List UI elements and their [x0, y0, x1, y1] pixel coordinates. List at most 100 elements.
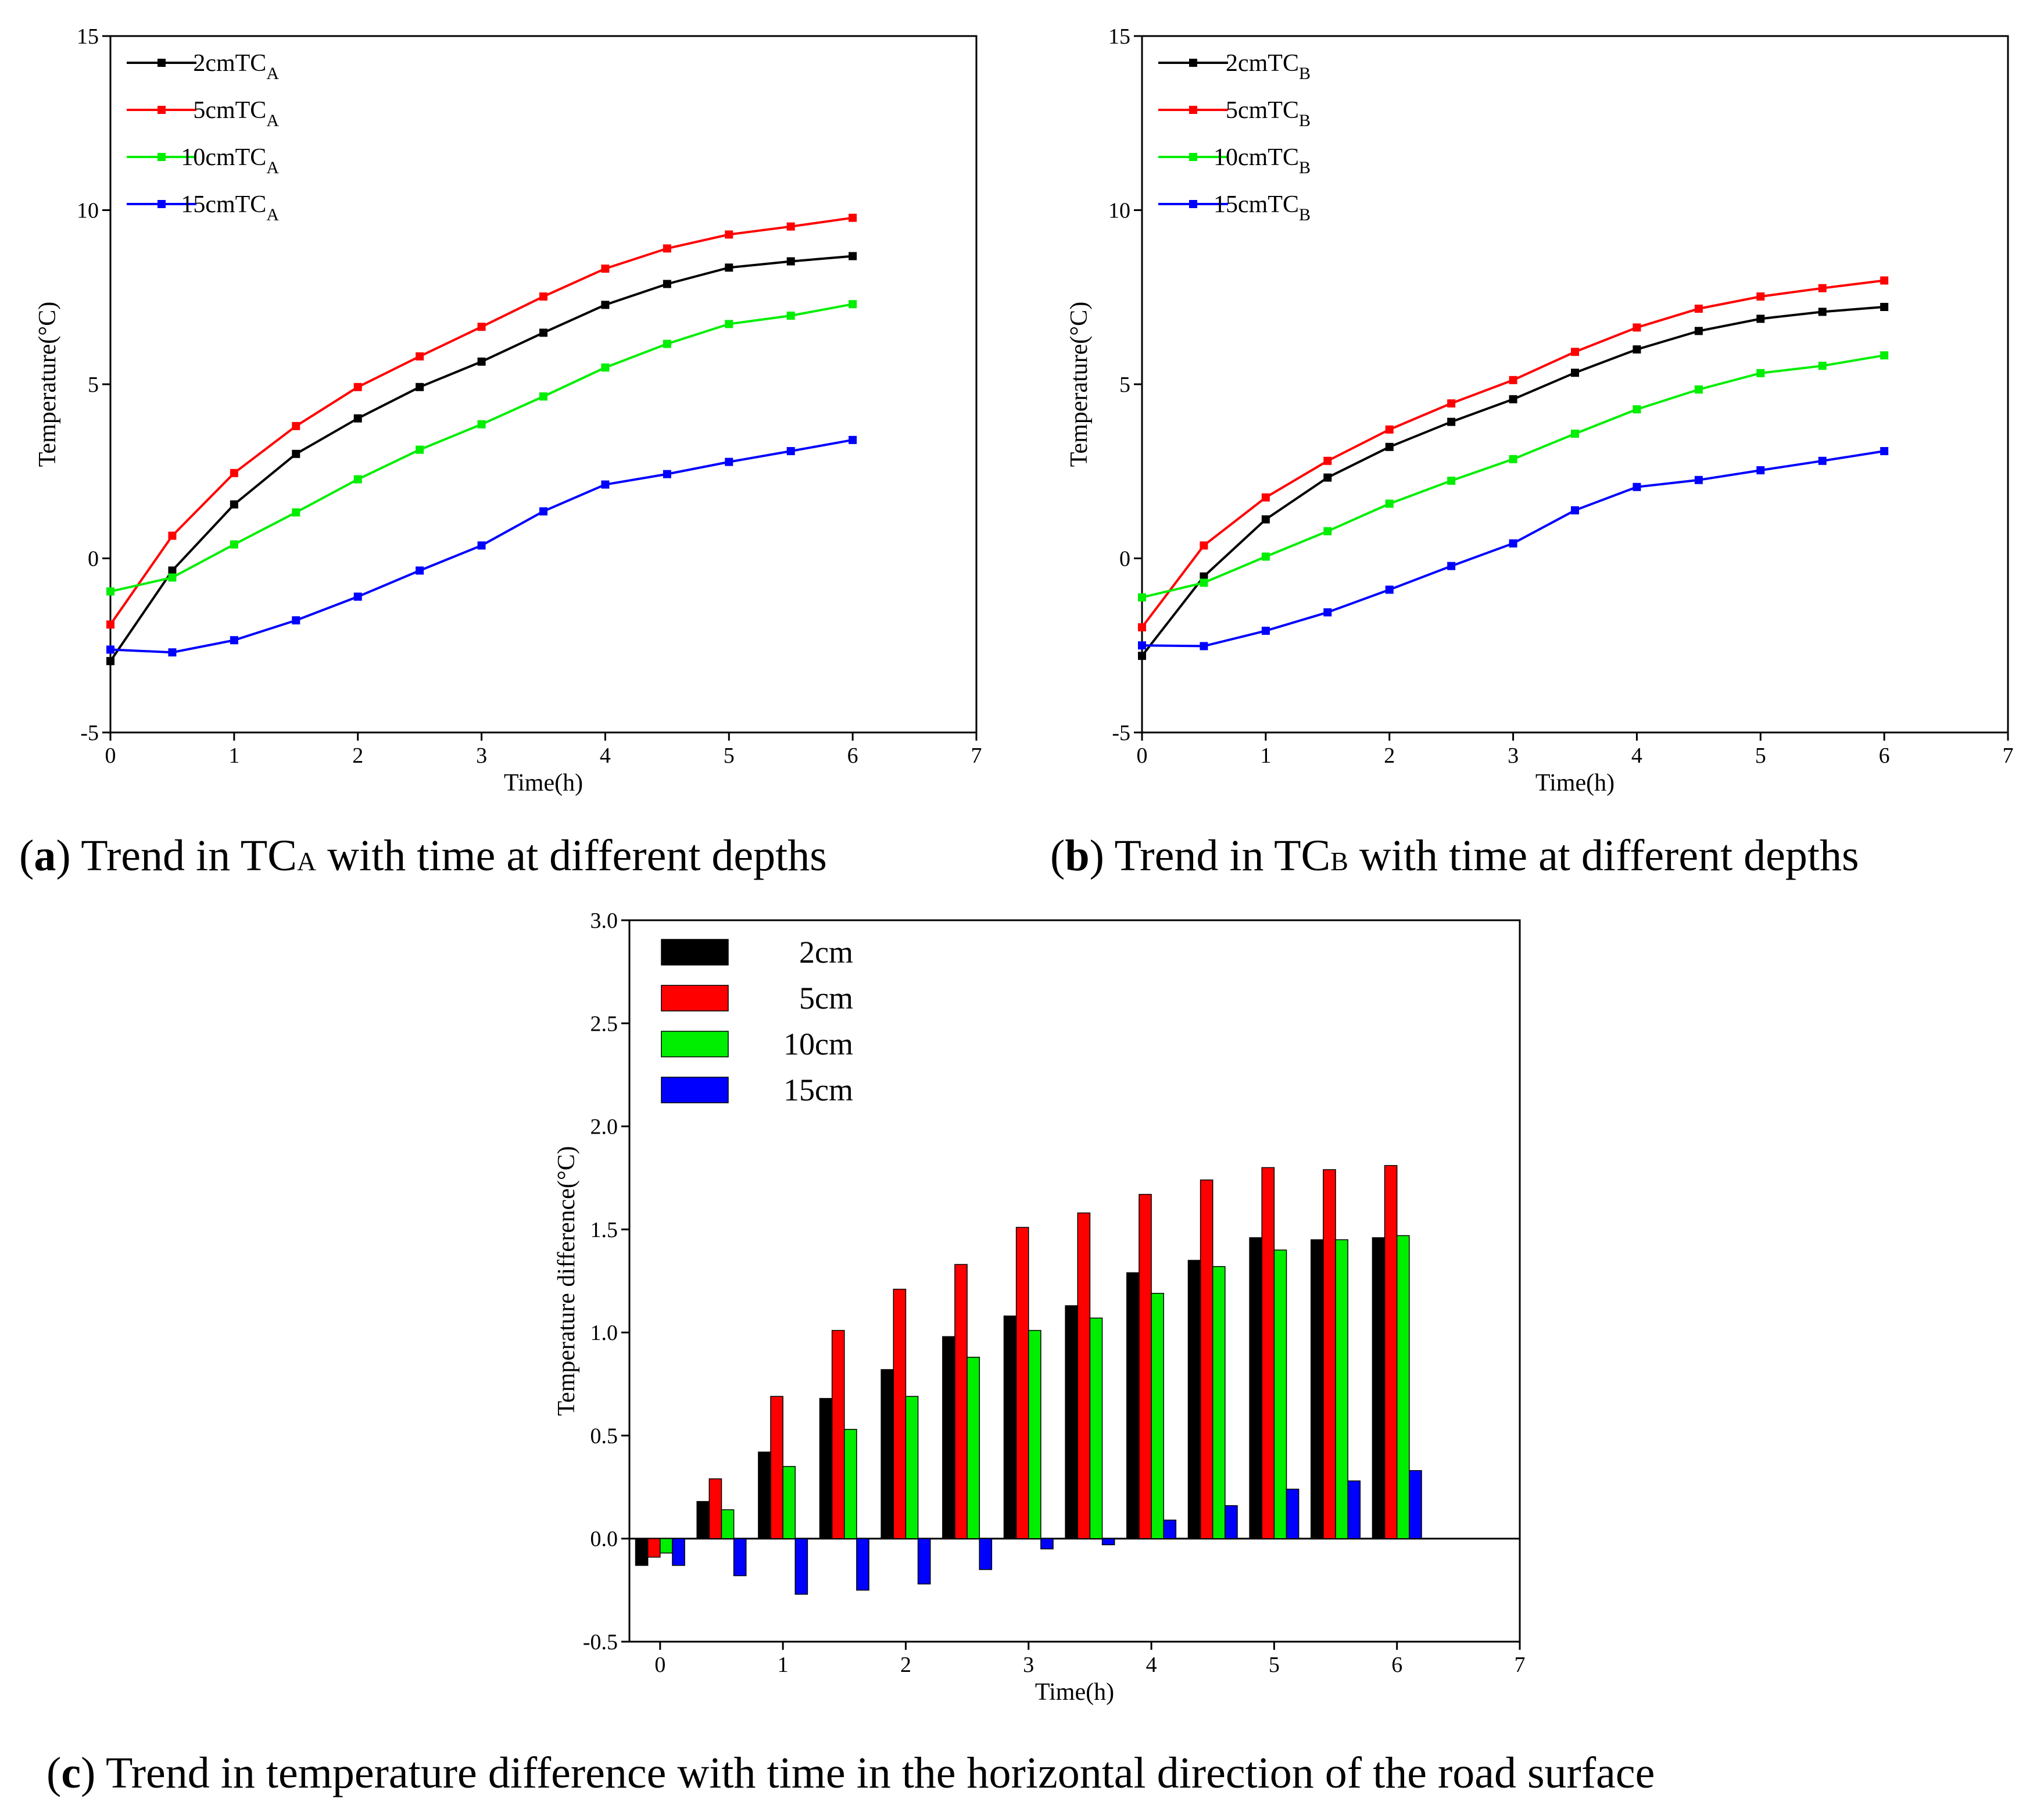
data-point [1694, 327, 1703, 335]
caption-part: ( [1050, 831, 1065, 880]
data-point [416, 566, 424, 575]
legend-marker [1189, 200, 1197, 208]
data-point [1323, 473, 1332, 482]
caption: (a) Trend in TCA with time at different … [19, 831, 827, 880]
data-point [416, 445, 424, 454]
x-tick-label: 0 [1137, 744, 1148, 768]
y-tick-label: 2.0 [590, 1115, 618, 1139]
data-point [230, 540, 238, 549]
series-5cmTCA [106, 213, 857, 629]
x-tick-label: 5 [1269, 1653, 1280, 1677]
bar [758, 1452, 771, 1539]
data-point [230, 500, 238, 509]
y-tick-label: -5 [1112, 721, 1130, 745]
caption-part: with time at different depths [327, 831, 827, 880]
bar [905, 1396, 919, 1539]
data-point [1509, 395, 1517, 403]
bar [1225, 1505, 1238, 1539]
x-axis-title: Time(h) [1035, 1679, 1114, 1706]
data-point [725, 263, 733, 272]
data-point [539, 328, 547, 337]
x-tick-label: 2 [352, 744, 363, 768]
bar [893, 1288, 907, 1539]
caption-part: a [34, 831, 56, 880]
data-point [1571, 506, 1579, 514]
chart-b: -5 0 5 10 15 0 1 2 3 4 5 6 7 Time(h) Temperature(°C) 2c… [1050, 24, 2014, 880]
data-point [1323, 456, 1332, 465]
data-point [786, 311, 795, 320]
data-point [1633, 405, 1641, 414]
y-tick-label: 15 [1108, 24, 1130, 49]
legend-label: 2cm [799, 935, 853, 970]
bar [880, 1369, 894, 1539]
bar [1077, 1212, 1091, 1539]
series-line [1141, 354, 1885, 599]
series-line [1141, 279, 1885, 628]
series-5cm [647, 1165, 1398, 1558]
series-line [1141, 450, 1885, 648]
bar [1200, 1180, 1213, 1539]
data-point [1571, 430, 1579, 438]
x-tick-label: 6 [1391, 1653, 1402, 1677]
legend-swatch [661, 939, 729, 966]
bar [721, 1509, 735, 1539]
data-point [292, 449, 300, 458]
series-15cmTCB [1138, 447, 1889, 651]
data-point [539, 392, 547, 401]
bar [708, 1478, 722, 1539]
data-point [230, 469, 238, 477]
legend-swatch [661, 1077, 729, 1103]
bar [1372, 1237, 1386, 1539]
bar [1065, 1305, 1079, 1539]
data-point [1880, 447, 1889, 456]
legend-label: 5cmTCB [1226, 97, 1311, 130]
bar [1249, 1237, 1262, 1539]
bar [1187, 1260, 1201, 1539]
data-point [1385, 585, 1394, 594]
data-point [1200, 572, 1208, 581]
data-point [168, 531, 177, 540]
legend-label: 15cm [783, 1073, 853, 1107]
data-point [230, 636, 238, 645]
data-point [1818, 284, 1827, 292]
data-point [106, 645, 114, 654]
bar [1286, 1488, 1300, 1539]
legend-label: 2cmTCB [1226, 50, 1311, 83]
legend-label-subscript: A [266, 64, 279, 83]
bar [1261, 1167, 1275, 1539]
y-tick-label: 0 [88, 547, 99, 571]
data-point [1447, 562, 1456, 570]
series-10cm [660, 1235, 1410, 1554]
legend-label: 5cm [799, 981, 853, 1016]
legend-label: 10cm [783, 1027, 853, 1062]
data-point [601, 363, 610, 372]
data-point [1633, 345, 1641, 354]
y-tick-label: 1.0 [590, 1321, 618, 1345]
data-point [1880, 351, 1889, 360]
data-point [663, 339, 671, 348]
series-2cmTCB [1138, 303, 1889, 660]
bar [1384, 1165, 1398, 1539]
bar [672, 1538, 685, 1566]
x-axis-title: Time(h) [504, 770, 583, 796]
legend-marker [1189, 153, 1197, 161]
y-tick-label: 3.0 [590, 909, 618, 933]
data-point [477, 323, 486, 331]
legend-label-main: 15cmTC [1213, 191, 1299, 218]
legend-label-subscript: B [1299, 205, 1311, 224]
legend-label-main: 5cmTC [193, 97, 266, 124]
data-point [786, 257, 795, 266]
bar [696, 1501, 710, 1539]
data-point [1385, 499, 1394, 508]
data-point [292, 616, 300, 625]
legend-swatch [661, 985, 729, 1012]
x-tick-label: 3 [476, 744, 487, 768]
x-tick-label: 0 [654, 1653, 665, 1677]
x-tick-label: 3 [1508, 744, 1519, 768]
data-point [601, 301, 610, 309]
data-point [1509, 376, 1517, 384]
legend-label-subscript: B [1299, 158, 1311, 177]
data-point [663, 280, 671, 288]
data-point [1138, 641, 1146, 650]
